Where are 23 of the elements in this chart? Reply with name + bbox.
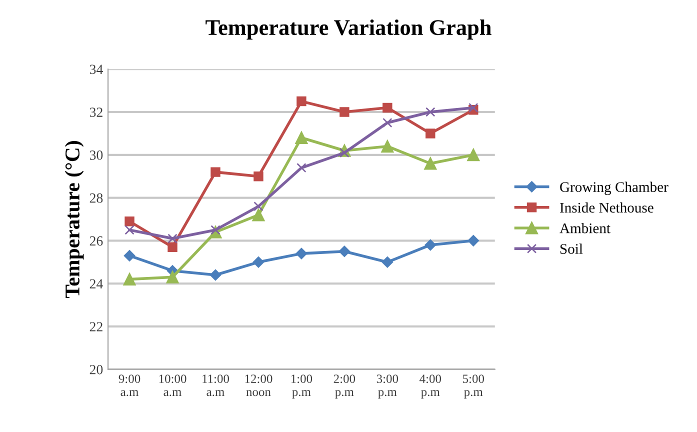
x-tick-label: 3:00 p.m — [376, 374, 398, 399]
y-tick-label: 30 — [90, 150, 103, 160]
legend-label: Soil — [560, 244, 583, 254]
chart-title: Temperature Variation Graph — [206, 19, 492, 40]
x-tick-label: 4:00 p.m — [420, 374, 442, 399]
y-axis-title: Temperature (°C) — [64, 141, 84, 298]
x-tick-label: 11:00 a.m — [202, 374, 230, 396]
y-tick-label: 32 — [90, 108, 102, 117]
x-tick-label: 5:00 p.m — [462, 374, 484, 399]
y-tick-label: 34 — [90, 64, 103, 74]
legend-label: Ambient — [560, 222, 610, 234]
x-tick-label: 1:00 p.m — [291, 374, 312, 399]
x-tick-label: 2:00 p.m — [334, 374, 356, 399]
y-tick-label: 24 — [90, 279, 103, 288]
y-tick-label: 26 — [90, 236, 103, 246]
legend-label: Growing Chamber — [560, 182, 668, 196]
y-tick-label: 22 — [90, 322, 102, 332]
x-tick-label: 10:00 a.m — [159, 374, 186, 396]
x-tick-label: 9:00 a.m — [118, 374, 140, 396]
y-tick-label: 28 — [90, 193, 103, 203]
y-tick-label: 20 — [90, 364, 103, 374]
legend-label: Inside Nethouse — [560, 202, 654, 213]
x-tick-label: 12:00 noon — [245, 374, 272, 396]
